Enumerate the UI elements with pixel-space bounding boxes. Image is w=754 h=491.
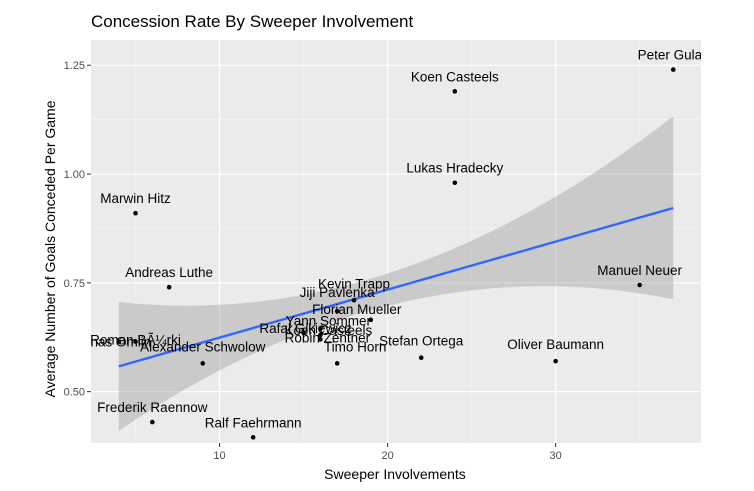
data-point [150, 419, 155, 425]
point-label: Koen Casteels [284, 323, 372, 338]
point-label: Alexander Schwolow [140, 339, 266, 354]
point-label: Florian Mueller [312, 302, 402, 317]
y-tick-label: 1.00 [64, 169, 85, 181]
point-label: Jiji Pavlenka [300, 285, 376, 300]
point-label: Andreas Luthe [125, 265, 213, 280]
point-label: Stefan Ortega [379, 334, 464, 349]
data-point [418, 355, 424, 360]
x-tick-label: 10 [213, 450, 225, 462]
point-label: Robin Zentner [285, 330, 371, 345]
data-point [452, 180, 458, 186]
confidence-band [118, 116, 674, 431]
x-tick-label: 20 [381, 450, 393, 462]
point-label: Peter Gulac [638, 48, 710, 63]
y-tick-label: 1.25 [64, 60, 85, 72]
data-points [116, 67, 676, 440]
data-point [301, 330, 306, 336]
point-label: Marwin Hitz [100, 191, 171, 206]
point-label: Manuel Neuer [597, 263, 682, 278]
y-axis-ticks: 0.50 0.75 1.00 1.25 [64, 60, 91, 399]
data-point [334, 308, 340, 314]
data-point [133, 210, 138, 216]
point-label: Roman BÃ¼rki [90, 333, 181, 348]
data-point [200, 361, 206, 366]
data-point [133, 339, 138, 344]
x-axis-ticks: 10 20 30 [213, 443, 562, 462]
data-point [637, 282, 642, 288]
point-label: Timo Horn [324, 339, 387, 354]
data-point [318, 326, 323, 331]
data-point [318, 332, 323, 338]
data-point [368, 317, 374, 323]
point-label: Koen Casteels [411, 69, 499, 84]
y-axis-title: Average Number of Goals Conceded Per Gam… [42, 100, 58, 397]
point-label: Frederik Raennow [97, 400, 208, 415]
trend-line [118, 206, 674, 368]
x-axis-title: Sweeper Involvements [324, 466, 466, 482]
point-label: Oliver Baumann [507, 337, 604, 352]
point-label: Rafal Gikiewicz [259, 321, 352, 336]
x-tick-label: 30 [550, 450, 562, 462]
data-point [116, 339, 122, 344]
data-point [452, 89, 458, 94]
data-point [318, 337, 323, 342]
point-label: Jonas Omlin [76, 335, 151, 350]
chart-title: Concession Rate By Sweeper Involvement [91, 12, 413, 31]
point-label: Yann Sommer [286, 314, 372, 329]
plot-panel [91, 40, 701, 443]
data-point [250, 435, 256, 440]
y-tick-label: 0.75 [64, 278, 85, 290]
data-point [553, 358, 558, 364]
y-tick-label: 0.50 [64, 387, 85, 399]
data-point [166, 284, 172, 290]
point-labels: Peter Gulac Koen Casteels Lukas Hradecky Ma… [76, 48, 710, 431]
point-label: Ralf Faehrmann [205, 415, 302, 430]
point-label: Lukas Hradecky [406, 161, 503, 176]
data-point [351, 297, 357, 303]
data-point [334, 361, 340, 366]
data-point [670, 67, 676, 72]
point-label: Kevin Trapp [318, 276, 390, 291]
